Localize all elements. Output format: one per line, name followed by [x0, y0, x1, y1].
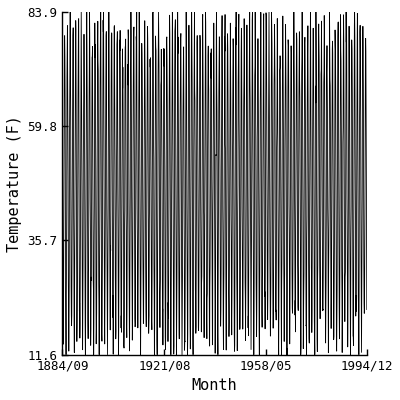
Y-axis label: Temperature (F): Temperature (F)	[7, 115, 22, 252]
X-axis label: Month: Month	[192, 378, 237, 393]
